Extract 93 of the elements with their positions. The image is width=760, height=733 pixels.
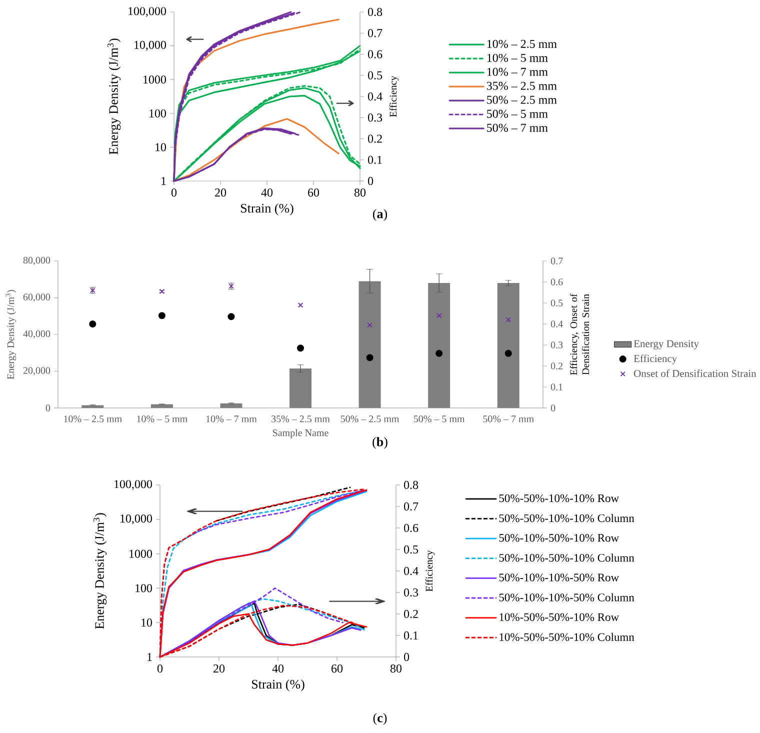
y2-tick-label: 0.7 <box>368 29 382 38</box>
x-tick-label: 50% – 2.5 mm <box>340 416 400 422</box>
y2-tick-label: 0.8 <box>404 480 418 490</box>
annotation: ← <box>186 36 204 42</box>
y2-tick-label: 0 <box>368 176 374 186</box>
x-tick-label: 35% – 2.5 mm <box>272 416 330 422</box>
x-tick-label: 40 <box>272 664 284 673</box>
annotation: ⟵ <box>186 508 243 514</box>
legend-label: 50%-50%-10%-10% Row <box>499 494 620 502</box>
y2-tick-label: 0.5 <box>368 71 382 80</box>
y2-tick-label: 0.2 <box>550 362 562 370</box>
legend-label: Energy Density <box>634 340 699 350</box>
legend-label: 10%-50%-50%-10% Row <box>500 613 620 622</box>
x-tick-label: 80 <box>390 664 402 673</box>
x-tick-label: 10% – 5 mm <box>137 416 188 422</box>
annotation: ⟶ <box>329 598 386 604</box>
y-axis-title: Energy Density (J/m$^{3}$) <box>93 513 107 629</box>
x-tick-label: 50% – 7 mm <box>483 416 534 422</box>
y2-tick-label: 0.3 <box>404 588 418 597</box>
x-tick-label: 20 <box>215 188 226 197</box>
y2-tick-label: 0.1 <box>404 631 418 640</box>
y-tick-label: 10,000 <box>120 514 152 524</box>
y2-tick-label: 0.5 <box>550 300 563 306</box>
y-tick-label: 1 <box>148 653 152 661</box>
legend-label: Efficiency <box>634 354 678 364</box>
x-tick-label: 80 <box>354 188 366 197</box>
x-tick-label: 60 <box>332 664 343 673</box>
legend-label: 50%-50%-10%-10% Column <box>499 514 634 522</box>
y2-axis-title: Efficiency <box>425 550 435 592</box>
x-tick-label: 60 <box>308 188 320 197</box>
y-axis-title: Energy Density (J/m$^{3}$) <box>6 290 16 380</box>
y2-tick-label: 0.2 <box>368 134 382 143</box>
y-tick-label: 100,000 <box>128 7 166 17</box>
y-tick-label: 60,000 <box>23 294 50 302</box>
y2-tick-label: 0.6 <box>368 50 382 58</box>
y-tick-label: 10 <box>142 618 152 627</box>
x-axis-title: Sample Name <box>272 429 328 438</box>
legend-label: 50% – 2.5 mm <box>487 96 557 104</box>
annotation: → <box>336 100 354 106</box>
legend-label: 10% – 7 mm <box>487 68 548 76</box>
legend-label: Onset of Densification Strain <box>634 370 756 378</box>
x-tick-label: 10% – 7 mm <box>206 416 257 422</box>
y2-tick-label: 0.7 <box>550 258 563 264</box>
legend-label: 50% – 5 mm <box>487 110 548 118</box>
y2-tick-label: 0.5 <box>404 545 418 554</box>
legend-label: 10% – 5 mm <box>487 54 548 62</box>
y2-tick-label: 0.6 <box>550 278 563 286</box>
y-tick-label: 20,000 <box>23 367 50 376</box>
y2-tick-label: 0.3 <box>550 342 563 348</box>
y-tick-label: 100 <box>136 584 152 592</box>
x-axis-title: Strain (%) <box>252 679 304 692</box>
y2-tick-label: 0.1 <box>368 156 382 164</box>
y2-tick-label: 0.6 <box>404 524 418 532</box>
y-tick-label: 10 <box>156 143 166 152</box>
legend-label: 10% – 2.5 mm <box>487 40 557 48</box>
legend-label: 50%-10%-50%-10% Row <box>499 534 620 542</box>
x-tick-label: 0 <box>171 188 177 197</box>
y-tick-label: 1000 <box>130 550 152 558</box>
legend-label: 35% – 2.5 mm <box>486 82 557 90</box>
x-axis-title: Strain (%) <box>240 203 294 216</box>
x-tick-label: 10% – 2.5 mm <box>64 416 122 422</box>
y-tick-label: 1000 <box>144 76 166 84</box>
y-tick-label: 100,000 <box>114 480 152 490</box>
y-tick-label: 100 <box>150 109 166 118</box>
y2-tick-label: 0.4 <box>404 566 418 576</box>
x-tick-label: 20 <box>214 664 225 673</box>
legend-label: 50% – 7 mm <box>487 124 548 132</box>
y2-tick-label: 0 <box>404 652 410 662</box>
legend-label: 10%-50%-50%-10% Column <box>500 632 634 642</box>
y2-tick-label: 0.3 <box>368 114 382 122</box>
y-tick-label: 10,000 <box>134 40 166 51</box>
text: (b) <box>372 437 388 449</box>
text: (a) <box>372 209 388 221</box>
text: (c) <box>373 713 387 725</box>
y2-tick-label: 0.7 <box>404 502 418 511</box>
y-tick-label: 40,000 <box>23 330 50 339</box>
y2-axis-title: Efficiency <box>389 76 399 117</box>
y2-tick-label: 0.4 <box>550 320 563 328</box>
legend-label: 50%-10%-10%-50% Column <box>499 593 634 602</box>
y2-tick-label: 0.4 <box>368 92 382 101</box>
y2-tick-label: 0.8 <box>368 8 382 16</box>
y-tick-label: 0 <box>46 404 50 412</box>
y2-tick-label: 0.1 <box>550 384 562 390</box>
y2-axis-title: Efficiency, Onset of Densification Strain <box>570 294 590 376</box>
x-tick-label: 40 <box>261 188 273 197</box>
y2-tick-label: 0 <box>550 404 556 412</box>
y-tick-label: 80,000 <box>23 256 50 266</box>
y-axis-title: Energy Density (J/m$^{3}$) <box>107 38 121 154</box>
y2-tick-label: 0.2 <box>404 610 418 618</box>
y-tick-label: 1 <box>162 177 166 185</box>
x-tick-label: 50% – 5 mm <box>414 416 465 422</box>
legend-label: 50%-10%-10%-50% Row <box>499 574 620 582</box>
legend-label: 50%-10%-50%-10% Column <box>499 554 634 562</box>
